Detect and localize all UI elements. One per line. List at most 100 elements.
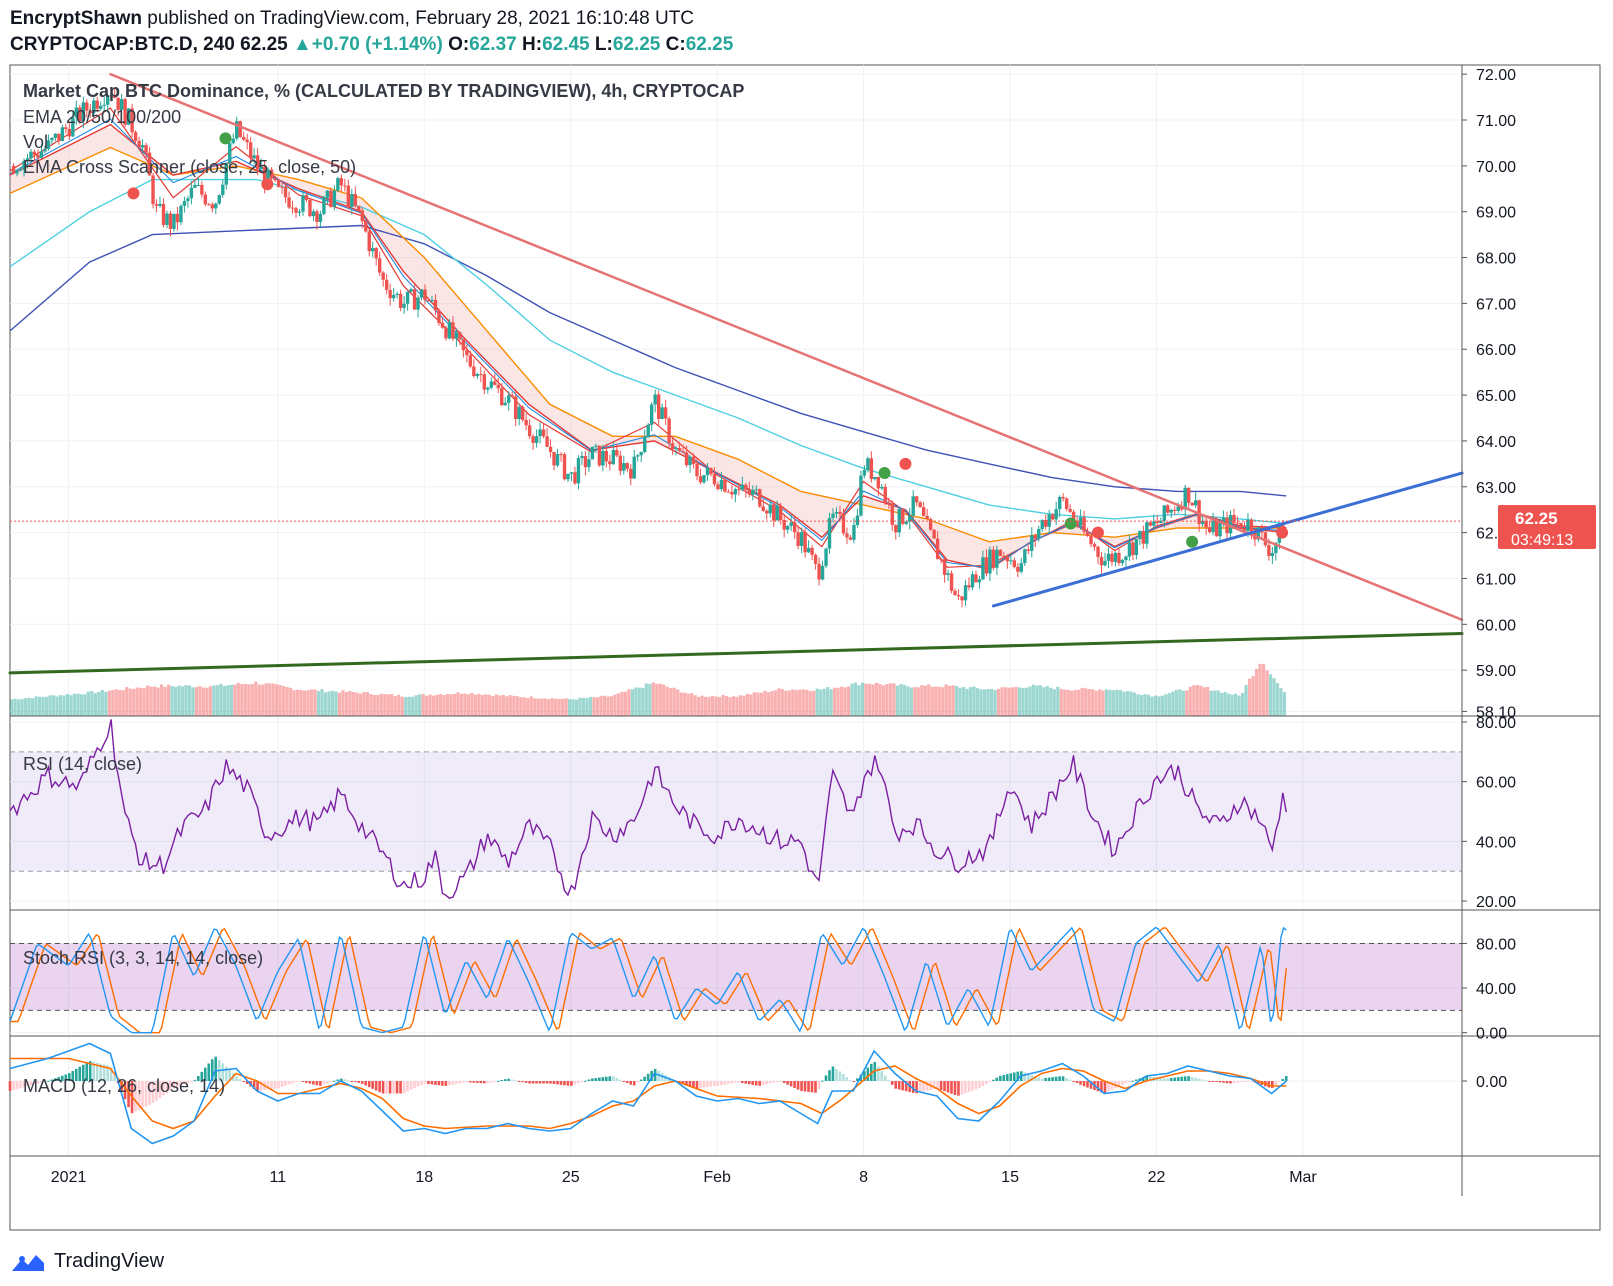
candle-body[interactable] bbox=[820, 565, 825, 580]
tradingview-logo-icon[interactable] bbox=[10, 1251, 46, 1273]
candle-body[interactable] bbox=[754, 489, 758, 491]
candle-body[interactable] bbox=[824, 548, 828, 566]
candle-body[interactable] bbox=[545, 436, 549, 447]
candle-body[interactable] bbox=[859, 475, 863, 516]
candle-body[interactable] bbox=[984, 557, 989, 574]
candle-body[interactable] bbox=[311, 211, 316, 217]
candle-body[interactable] bbox=[705, 467, 710, 476]
candle-body[interactable] bbox=[712, 474, 717, 485]
candle-body[interactable] bbox=[507, 395, 511, 403]
candle-body[interactable] bbox=[1026, 549, 1030, 551]
candle-body[interactable] bbox=[496, 384, 500, 389]
symbol-name[interactable]: CRYPTOCAP:BTC.D, 240 bbox=[10, 34, 235, 55]
candle-body[interactable] bbox=[1064, 498, 1069, 509]
candle-body[interactable] bbox=[709, 467, 713, 475]
candle-body[interactable] bbox=[935, 538, 940, 560]
ema-cross-up-marker[interactable] bbox=[878, 467, 891, 480]
candle-body[interactable] bbox=[831, 513, 835, 518]
candle-body[interactable] bbox=[541, 429, 546, 437]
candle-body[interactable] bbox=[1124, 556, 1128, 560]
candle-body[interactable] bbox=[1186, 487, 1191, 503]
candle-body[interactable] bbox=[758, 489, 762, 507]
candle-body[interactable] bbox=[479, 374, 483, 376]
candle-body[interactable] bbox=[1228, 514, 1233, 534]
candle-body[interactable] bbox=[109, 95, 113, 97]
candle-body[interactable] bbox=[402, 303, 406, 308]
candle-body[interactable] bbox=[308, 199, 312, 217]
candle-body[interactable] bbox=[468, 355, 473, 367]
candle-body[interactable] bbox=[269, 169, 274, 179]
candle-body[interactable] bbox=[53, 133, 58, 138]
candle-body[interactable] bbox=[1044, 519, 1048, 527]
candle-body[interactable] bbox=[559, 454, 563, 456]
candle-body[interactable] bbox=[1183, 487, 1187, 510]
candle-body[interactable] bbox=[22, 161, 26, 170]
candle-body[interactable] bbox=[597, 445, 602, 466]
rsi-pane[interactable] bbox=[9, 719, 1462, 899]
candle-body[interactable] bbox=[1134, 539, 1139, 556]
candle-body[interactable] bbox=[440, 322, 445, 328]
candle-body[interactable] bbox=[643, 437, 647, 453]
candle-body[interactable] bbox=[60, 127, 65, 141]
candle-body[interactable] bbox=[377, 258, 382, 273]
candle-body[interactable] bbox=[245, 139, 249, 143]
candle-body[interactable] bbox=[112, 95, 117, 98]
candle-body[interactable] bbox=[106, 96, 110, 105]
trendline-long-term-support[interactable] bbox=[8, 631, 1464, 675]
candle-body[interactable] bbox=[918, 502, 922, 508]
candle-body[interactable] bbox=[1005, 556, 1010, 562]
candle-body[interactable] bbox=[632, 456, 636, 479]
candle-body[interactable] bbox=[1127, 542, 1132, 557]
candle-body[interactable] bbox=[255, 155, 260, 170]
candle-body[interactable] bbox=[663, 407, 668, 419]
candle-body[interactable] bbox=[221, 184, 225, 196]
candle-body[interactable] bbox=[946, 573, 950, 575]
candle-body[interactable] bbox=[119, 99, 124, 110]
candle-body[interactable] bbox=[287, 197, 291, 208]
candle-body[interactable] bbox=[388, 289, 392, 299]
candle-body[interactable] bbox=[740, 484, 745, 490]
candle-body[interactable] bbox=[636, 455, 640, 457]
candle-body[interactable] bbox=[796, 532, 800, 546]
candle-body[interactable] bbox=[817, 563, 821, 580]
ema100-line[interactable] bbox=[9, 178, 1287, 525]
candle-body[interactable] bbox=[210, 204, 215, 209]
candle-body[interactable] bbox=[465, 350, 469, 356]
candle-body[interactable] bbox=[587, 459, 591, 468]
candle-body[interactable] bbox=[493, 381, 497, 385]
candle-body[interactable] bbox=[451, 322, 455, 339]
candle-body[interactable] bbox=[123, 99, 127, 125]
candle-body[interactable] bbox=[273, 178, 277, 181]
candle-body[interactable] bbox=[566, 473, 570, 480]
candle-body[interactable] bbox=[500, 388, 504, 406]
candle-body[interactable] bbox=[775, 505, 779, 521]
candle-body[interactable] bbox=[193, 185, 197, 188]
candle-body[interactable] bbox=[890, 503, 894, 525]
candle-body[interactable] bbox=[262, 166, 267, 186]
candle-body[interactable] bbox=[486, 387, 490, 390]
candle-body[interactable] bbox=[1159, 520, 1163, 524]
candle-body[interactable] bbox=[590, 446, 595, 460]
candle-body[interactable] bbox=[1141, 530, 1146, 544]
candle-body[interactable] bbox=[357, 205, 361, 211]
candle-body[interactable] bbox=[252, 155, 256, 159]
candle-body[interactable] bbox=[1002, 555, 1006, 557]
candle-body[interactable] bbox=[932, 529, 936, 539]
candle-body[interactable] bbox=[1106, 553, 1111, 561]
candle-body[interactable] bbox=[848, 537, 853, 540]
candle-body[interactable] bbox=[18, 169, 23, 171]
candle-body[interactable] bbox=[1162, 505, 1166, 521]
candle-body[interactable] bbox=[576, 458, 581, 484]
candle-body[interactable] bbox=[266, 169, 270, 186]
candle-body[interactable] bbox=[137, 140, 141, 148]
candle-body[interactable] bbox=[144, 145, 148, 153]
candle-body[interactable] bbox=[1145, 522, 1149, 544]
candle-body[interactable] bbox=[437, 310, 441, 323]
candle-body[interactable] bbox=[158, 203, 162, 206]
candle-body[interactable] bbox=[806, 547, 811, 553]
candle-body[interactable] bbox=[419, 289, 424, 298]
candle-body[interactable] bbox=[1242, 528, 1247, 531]
candle-body[interactable] bbox=[290, 207, 295, 209]
candle-body[interactable] bbox=[15, 170, 19, 174]
candle-body[interactable] bbox=[1075, 520, 1079, 526]
